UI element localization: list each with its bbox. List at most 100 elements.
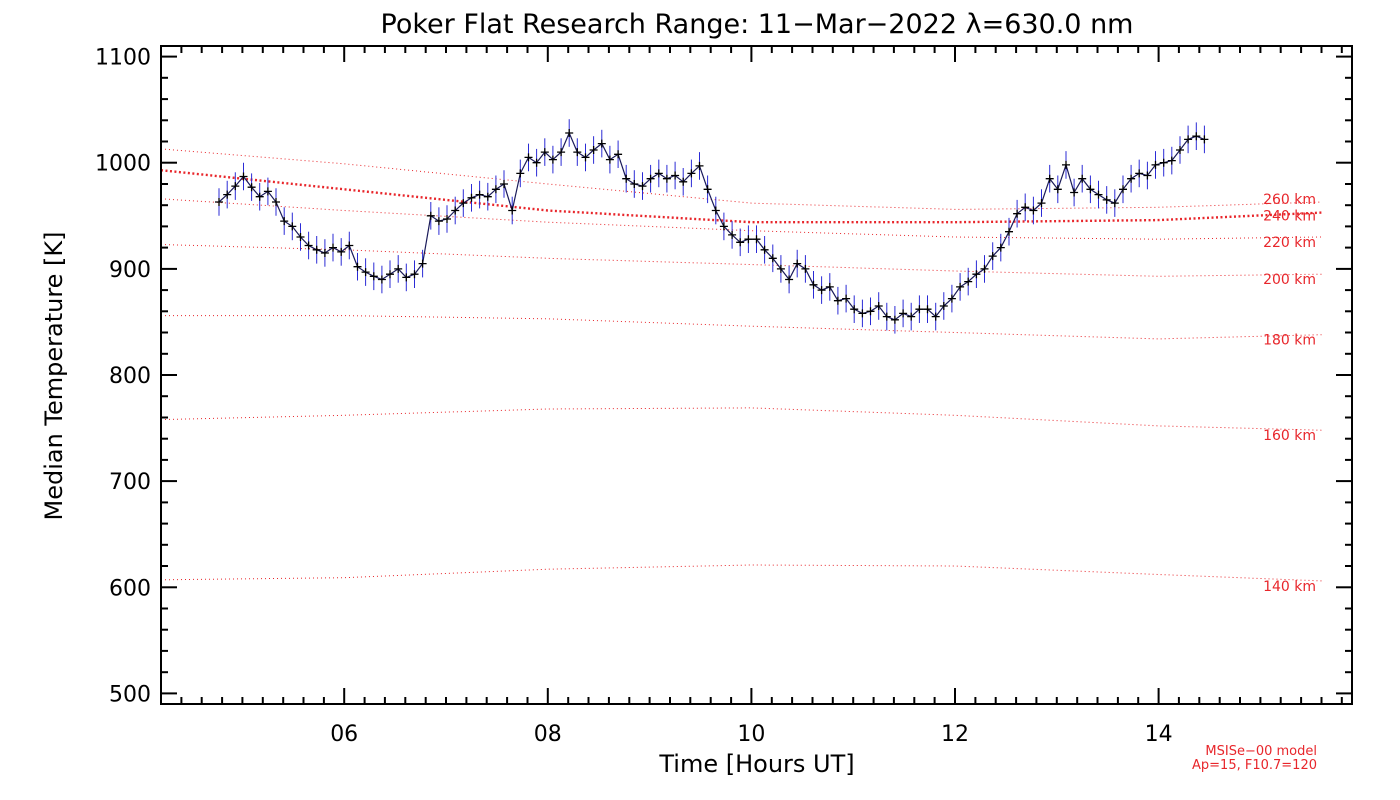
x-tick-label: 14 bbox=[1145, 722, 1173, 747]
data-point bbox=[361, 268, 370, 277]
data-point bbox=[964, 277, 973, 286]
model-curve-label: 200 km bbox=[1263, 272, 1316, 288]
data-point bbox=[508, 206, 517, 215]
data-point bbox=[842, 294, 851, 303]
data-point bbox=[500, 180, 508, 188]
model-note-name: MSISe−00 model bbox=[1205, 744, 1317, 759]
data-point bbox=[255, 192, 264, 201]
data-point bbox=[1119, 185, 1127, 194]
data-point bbox=[426, 211, 435, 220]
data-point bbox=[337, 247, 346, 256]
data-point bbox=[1086, 185, 1095, 194]
data-point bbox=[280, 217, 289, 226]
data-point bbox=[565, 129, 574, 137]
data-point bbox=[850, 305, 859, 314]
data-point bbox=[719, 222, 728, 231]
data-point bbox=[996, 243, 1005, 252]
data-point bbox=[915, 305, 924, 314]
data-point bbox=[288, 222, 297, 231]
x-tick-label: 08 bbox=[534, 722, 562, 747]
data-point bbox=[1135, 169, 1144, 178]
data-point bbox=[899, 309, 908, 318]
data-point bbox=[329, 243, 337, 252]
y-tick-label: 800 bbox=[109, 364, 151, 389]
data-point bbox=[410, 270, 419, 279]
model-note-params: Ap=15, F10.7=120 bbox=[1192, 758, 1317, 773]
data-point bbox=[728, 230, 737, 239]
data-point bbox=[516, 169, 525, 178]
x-tick-label: 06 bbox=[330, 722, 358, 747]
data-point bbox=[451, 206, 460, 215]
y-tick-label: 500 bbox=[109, 682, 151, 707]
model-curve-160km bbox=[160, 407, 1322, 431]
data-point bbox=[882, 312, 891, 321]
data-point bbox=[711, 206, 720, 215]
data-point bbox=[654, 169, 663, 178]
data-point bbox=[614, 150, 623, 159]
data-point bbox=[386, 270, 394, 279]
data-point bbox=[434, 217, 443, 226]
data-point bbox=[760, 245, 769, 254]
data-point bbox=[402, 273, 411, 282]
data-point bbox=[1053, 185, 1062, 194]
data-point bbox=[377, 275, 386, 284]
data-point bbox=[1159, 158, 1168, 167]
data-point bbox=[638, 182, 647, 191]
model-curve-220km bbox=[160, 198, 1322, 240]
data-point bbox=[703, 185, 712, 194]
data-point bbox=[418, 259, 427, 268]
data-point bbox=[443, 215, 451, 223]
data-point bbox=[1102, 195, 1111, 204]
data-point bbox=[312, 245, 321, 254]
data-point bbox=[459, 199, 468, 208]
data-point bbox=[475, 190, 484, 199]
data-point bbox=[483, 192, 492, 201]
data-point bbox=[972, 270, 981, 279]
data-point bbox=[573, 148, 582, 157]
data-point bbox=[630, 180, 639, 188]
data-point bbox=[956, 282, 965, 291]
data-point bbox=[369, 272, 378, 281]
data-point bbox=[605, 155, 614, 164]
data-point bbox=[687, 169, 696, 178]
data-point bbox=[1110, 199, 1119, 208]
y-tick-label: 1000 bbox=[95, 152, 151, 177]
data-point bbox=[223, 190, 232, 199]
data-point bbox=[320, 249, 329, 257]
data-point bbox=[304, 241, 313, 250]
data-point bbox=[825, 282, 834, 291]
model-curve-240km bbox=[160, 169, 1322, 224]
y-tick-label: 600 bbox=[109, 576, 151, 601]
data-point bbox=[947, 294, 956, 303]
data-point bbox=[931, 312, 940, 321]
data-point bbox=[776, 264, 785, 273]
data-point bbox=[817, 286, 826, 295]
data-point bbox=[646, 174, 655, 183]
data-point bbox=[679, 177, 688, 186]
data-point bbox=[866, 307, 875, 316]
y-tick-label: 700 bbox=[109, 470, 151, 495]
data-point bbox=[752, 235, 761, 244]
data-point bbox=[597, 139, 606, 148]
data-point bbox=[1013, 209, 1022, 218]
data-point bbox=[874, 302, 883, 310]
model-curve-label: 180 km bbox=[1263, 333, 1316, 349]
model-curve-260km bbox=[160, 148, 1322, 210]
data-point bbox=[491, 185, 500, 194]
data-point bbox=[532, 158, 541, 167]
model-curve-label: 240 km bbox=[1263, 209, 1316, 225]
model-curve-140km bbox=[160, 564, 1322, 582]
data-point bbox=[858, 309, 867, 318]
model-curve-180km bbox=[161, 315, 1322, 340]
x-tick-label: 12 bbox=[941, 722, 969, 747]
data-point bbox=[394, 264, 403, 273]
data-point bbox=[833, 296, 842, 305]
data-point bbox=[1021, 203, 1030, 212]
data-point bbox=[239, 172, 248, 181]
chart-title: Poker Flat Research Range: 11−Mar−2022 λ… bbox=[381, 9, 1134, 40]
data-point bbox=[263, 187, 272, 196]
data-point bbox=[589, 146, 598, 154]
data-point bbox=[744, 235, 753, 244]
data-point bbox=[809, 280, 818, 289]
